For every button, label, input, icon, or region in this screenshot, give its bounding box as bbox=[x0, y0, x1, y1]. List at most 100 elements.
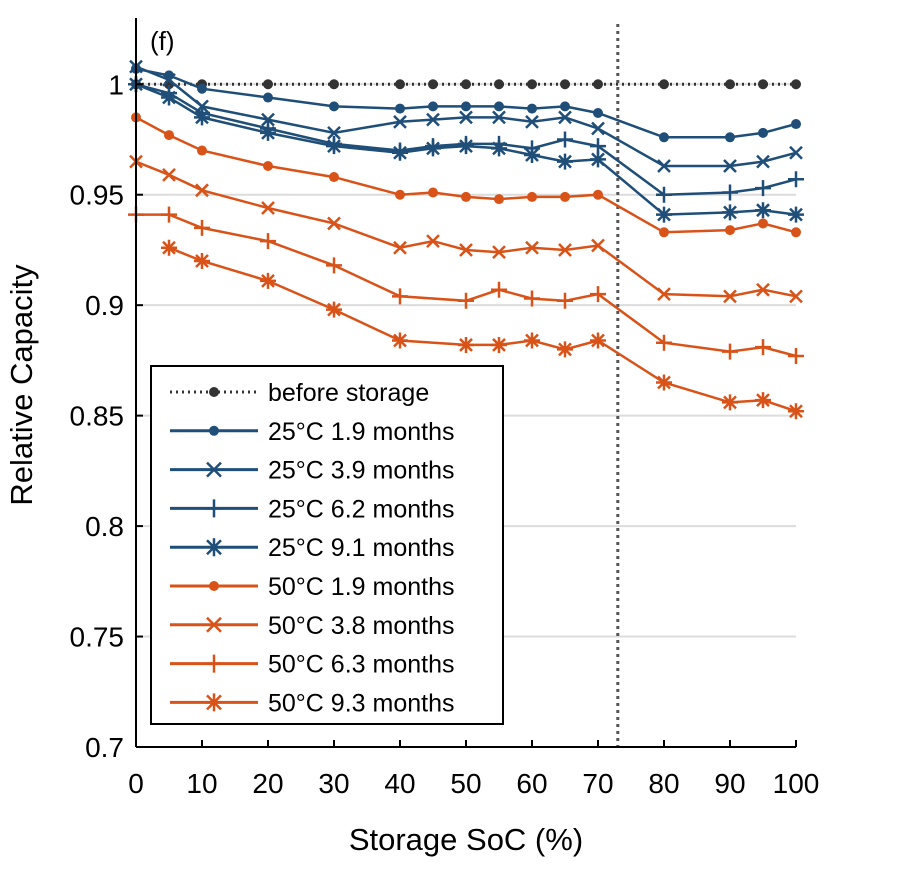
data-point bbox=[725, 79, 735, 90]
data-point bbox=[524, 146, 540, 163]
data-point bbox=[788, 403, 804, 420]
series-layer bbox=[128, 59, 804, 420]
data-point bbox=[788, 171, 804, 188]
data-point bbox=[327, 216, 341, 231]
data-point bbox=[791, 119, 801, 130]
y-tick-label: 0.95 bbox=[70, 180, 125, 211]
data-point bbox=[329, 172, 339, 183]
data-point bbox=[590, 286, 606, 303]
data-point bbox=[392, 288, 408, 305]
data-point bbox=[395, 79, 405, 90]
x-tick-label: 20 bbox=[252, 768, 283, 799]
series-line bbox=[135, 83, 797, 216]
data-point bbox=[194, 109, 210, 126]
legend-entry-label: 25°C 1.9 months bbox=[268, 418, 455, 446]
data-point bbox=[755, 180, 771, 197]
data-point bbox=[725, 225, 735, 236]
data-point bbox=[494, 194, 504, 205]
data-point bbox=[164, 130, 174, 141]
legend-entry-label: before storage bbox=[268, 379, 429, 407]
x-tick-label: 50 bbox=[450, 768, 481, 799]
data-point bbox=[591, 238, 605, 253]
data-point bbox=[659, 132, 669, 143]
data-point bbox=[458, 336, 474, 353]
y-tick-label: 1 bbox=[108, 69, 124, 100]
data-point bbox=[392, 332, 408, 349]
data-point bbox=[755, 392, 771, 409]
data-point bbox=[789, 145, 803, 160]
data-point bbox=[755, 339, 771, 356]
series-line bbox=[135, 83, 797, 196]
y-tick-label: 0.85 bbox=[70, 401, 125, 432]
data-point bbox=[659, 79, 669, 90]
data-point bbox=[656, 374, 672, 391]
series-4 bbox=[128, 76, 804, 223]
data-point bbox=[789, 289, 803, 304]
data-point bbox=[591, 121, 605, 136]
data-point bbox=[524, 290, 540, 307]
data-point bbox=[725, 132, 735, 143]
x-tick-label: 100 bbox=[773, 768, 820, 799]
legend-entry-label: 25°C 9.1 months bbox=[268, 534, 455, 562]
data-point bbox=[494, 101, 504, 112]
series-line bbox=[135, 116, 797, 234]
data-point bbox=[458, 292, 474, 309]
data-point bbox=[206, 616, 222, 633]
data-point bbox=[426, 112, 440, 127]
data-point bbox=[426, 234, 440, 249]
data-point bbox=[260, 233, 276, 250]
data-point bbox=[205, 538, 223, 557]
data-point bbox=[557, 292, 573, 309]
data-point bbox=[722, 394, 738, 411]
series-1 bbox=[131, 63, 801, 143]
y-tick-label: 0.8 bbox=[85, 511, 124, 542]
x-tick-label: 0 bbox=[128, 768, 144, 799]
data-point bbox=[326, 301, 342, 318]
data-point bbox=[491, 281, 507, 298]
x-tick-label: 40 bbox=[384, 768, 415, 799]
data-point bbox=[756, 282, 770, 297]
data-point bbox=[395, 103, 405, 114]
data-point bbox=[428, 79, 438, 90]
data-point bbox=[756, 154, 770, 169]
data-point bbox=[205, 693, 223, 712]
data-point bbox=[197, 145, 207, 156]
data-point bbox=[491, 140, 507, 157]
data-point bbox=[327, 125, 341, 140]
data-point bbox=[723, 159, 737, 173]
data-point bbox=[393, 240, 407, 255]
legend-entry-label: 50°C 6.3 months bbox=[268, 651, 455, 679]
series-line bbox=[135, 67, 797, 139]
data-point bbox=[593, 189, 603, 200]
data-point bbox=[593, 107, 603, 118]
data-point bbox=[656, 186, 672, 203]
data-point bbox=[525, 240, 539, 255]
data-point bbox=[161, 206, 177, 223]
legend-entry-label: 50°C 9.3 months bbox=[268, 689, 455, 717]
series-7 bbox=[128, 206, 804, 364]
data-point bbox=[723, 289, 737, 304]
data-point bbox=[261, 112, 275, 127]
data-point bbox=[527, 103, 537, 114]
data-point bbox=[758, 79, 768, 90]
data-point bbox=[261, 201, 275, 215]
data-point bbox=[393, 114, 407, 129]
data-point bbox=[329, 101, 339, 112]
panel-label: (f) bbox=[150, 26, 175, 56]
x-axis-label: Storage SoC (%) bbox=[349, 822, 583, 857]
data-point bbox=[659, 227, 669, 238]
x-tick-label: 10 bbox=[186, 768, 217, 799]
data-point bbox=[209, 425, 219, 436]
data-point bbox=[209, 581, 219, 591]
legend-entry-label: 50°C 1.9 months bbox=[268, 573, 455, 601]
data-point bbox=[162, 167, 176, 182]
data-point bbox=[260, 272, 276, 289]
data-point bbox=[205, 499, 223, 518]
data-point bbox=[758, 127, 768, 138]
y-tick-label: 0.7 bbox=[85, 732, 124, 763]
x-tick-label: 70 bbox=[582, 768, 613, 799]
data-point bbox=[527, 79, 537, 90]
data-point bbox=[656, 334, 672, 351]
